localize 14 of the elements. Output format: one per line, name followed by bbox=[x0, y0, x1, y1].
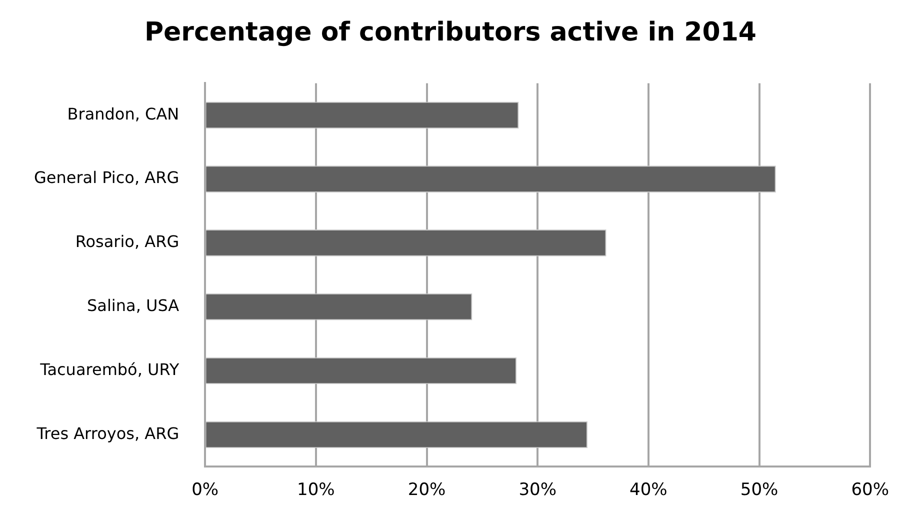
y-tick-label: Brandon, CAN bbox=[67, 104, 180, 124]
y-tick-label: General Pico, ARG bbox=[34, 168, 180, 188]
x-tick-label: 20% bbox=[408, 480, 446, 500]
x-tick-label: 40% bbox=[630, 480, 668, 500]
x-tick-label: 10% bbox=[297, 480, 335, 500]
chart-title: Percentage of contributors active in 2014 bbox=[144, 17, 757, 48]
y-tick-label: Tres Arroyos, ARG bbox=[36, 424, 180, 443]
y-tick-label: Tacuarembó, URY bbox=[39, 360, 180, 379]
y-tick-label: Rosario, ARG bbox=[75, 232, 180, 252]
y-tick-label: Salina, USA bbox=[87, 296, 180, 316]
x-tick-label: 50% bbox=[740, 480, 778, 500]
x-tick-label: 30% bbox=[518, 480, 557, 500]
x-tick-label: 0% bbox=[192, 480, 219, 500]
x-tick-label: 60% bbox=[851, 480, 890, 500]
